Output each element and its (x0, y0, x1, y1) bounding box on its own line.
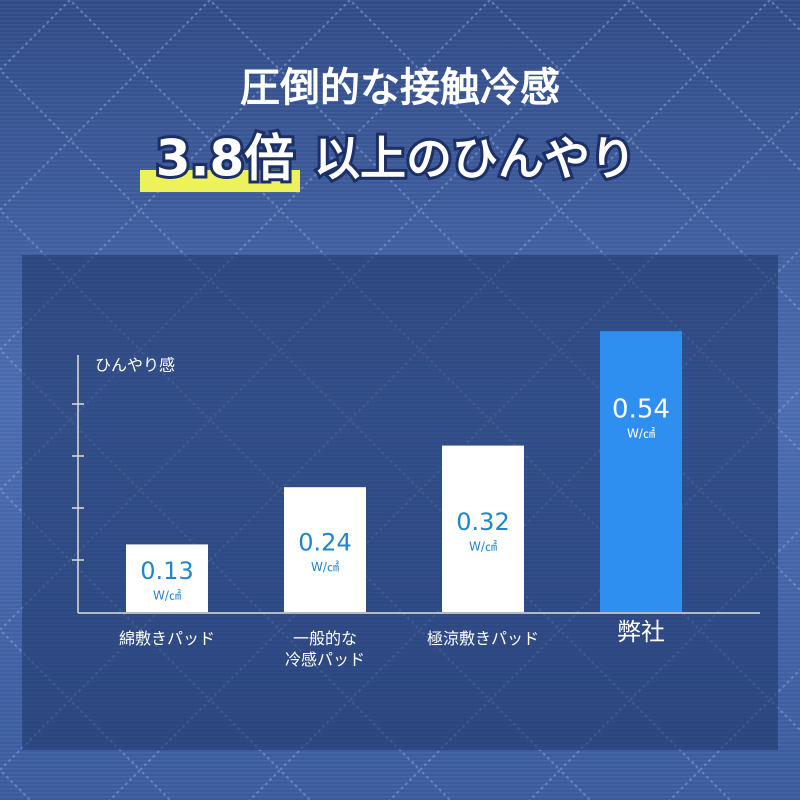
subtitle: 以上のひんやり (314, 132, 636, 186)
value-label: 0.54 (612, 394, 670, 424)
value-label: 0.32 (456, 508, 509, 536)
x-tick-label: 綿敷きパッド (118, 629, 215, 648)
bar (126, 544, 208, 612)
x-tick-label: 弊社 (617, 618, 665, 646)
y-axis-label: ひんやり感 (95, 356, 175, 375)
unit-label: W/㎠ (627, 426, 655, 440)
value-label: 0.13 (140, 557, 193, 585)
title: 圧倒的な接触冷感 (240, 65, 560, 111)
unit-label: W/㎠ (311, 560, 339, 574)
bar (284, 487, 366, 612)
bar (600, 331, 682, 612)
value-label: 0.24 (298, 529, 351, 557)
x-tick-label: 一般的な 冷感パッド (284, 629, 365, 669)
unit-label: W/㎠ (469, 539, 497, 553)
subtitle-highlight: 3.8倍 (156, 130, 295, 188)
x-tick-label: 極涼敷きパッド (426, 629, 539, 648)
unit-label: W/㎠ (153, 589, 181, 603)
bar (442, 445, 524, 612)
highlight (140, 170, 300, 192)
